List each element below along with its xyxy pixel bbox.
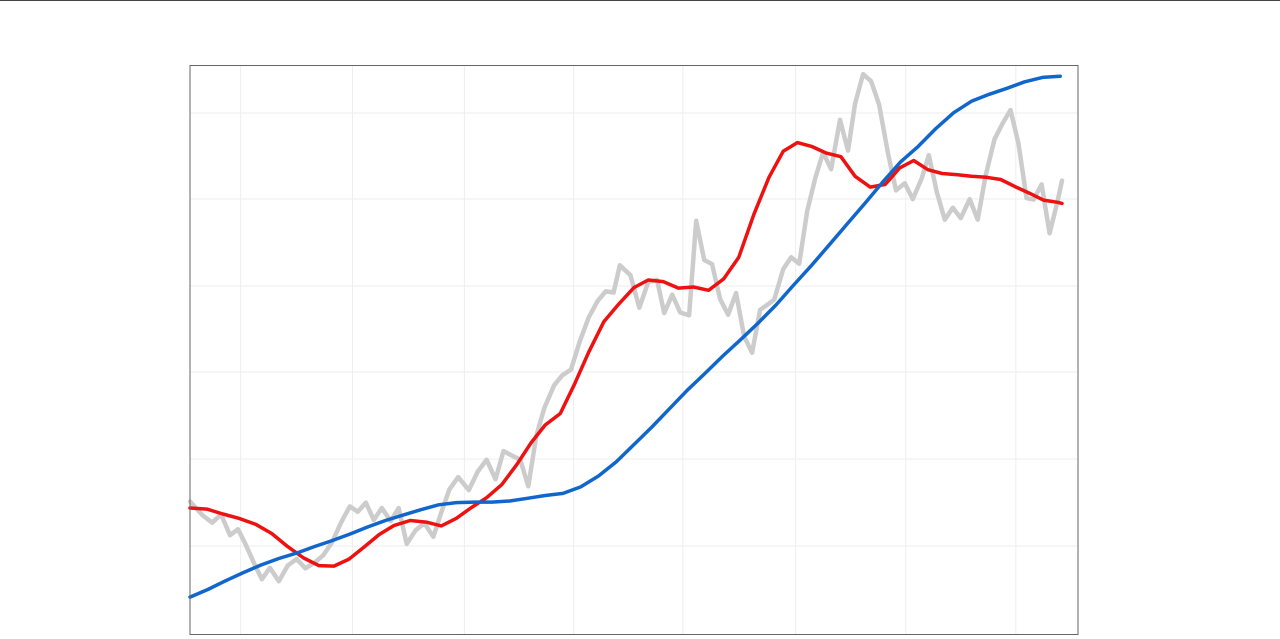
chart-grid (190, 65, 1078, 635)
top-rule (0, 0, 1280, 1)
series-line-price (187, 71, 1065, 584)
series-line-slow-ma (188, 74, 1062, 599)
series-line-fast-ma (188, 140, 1064, 568)
plot-frame (189, 65, 1079, 635)
chart-series (187, 71, 1065, 599)
